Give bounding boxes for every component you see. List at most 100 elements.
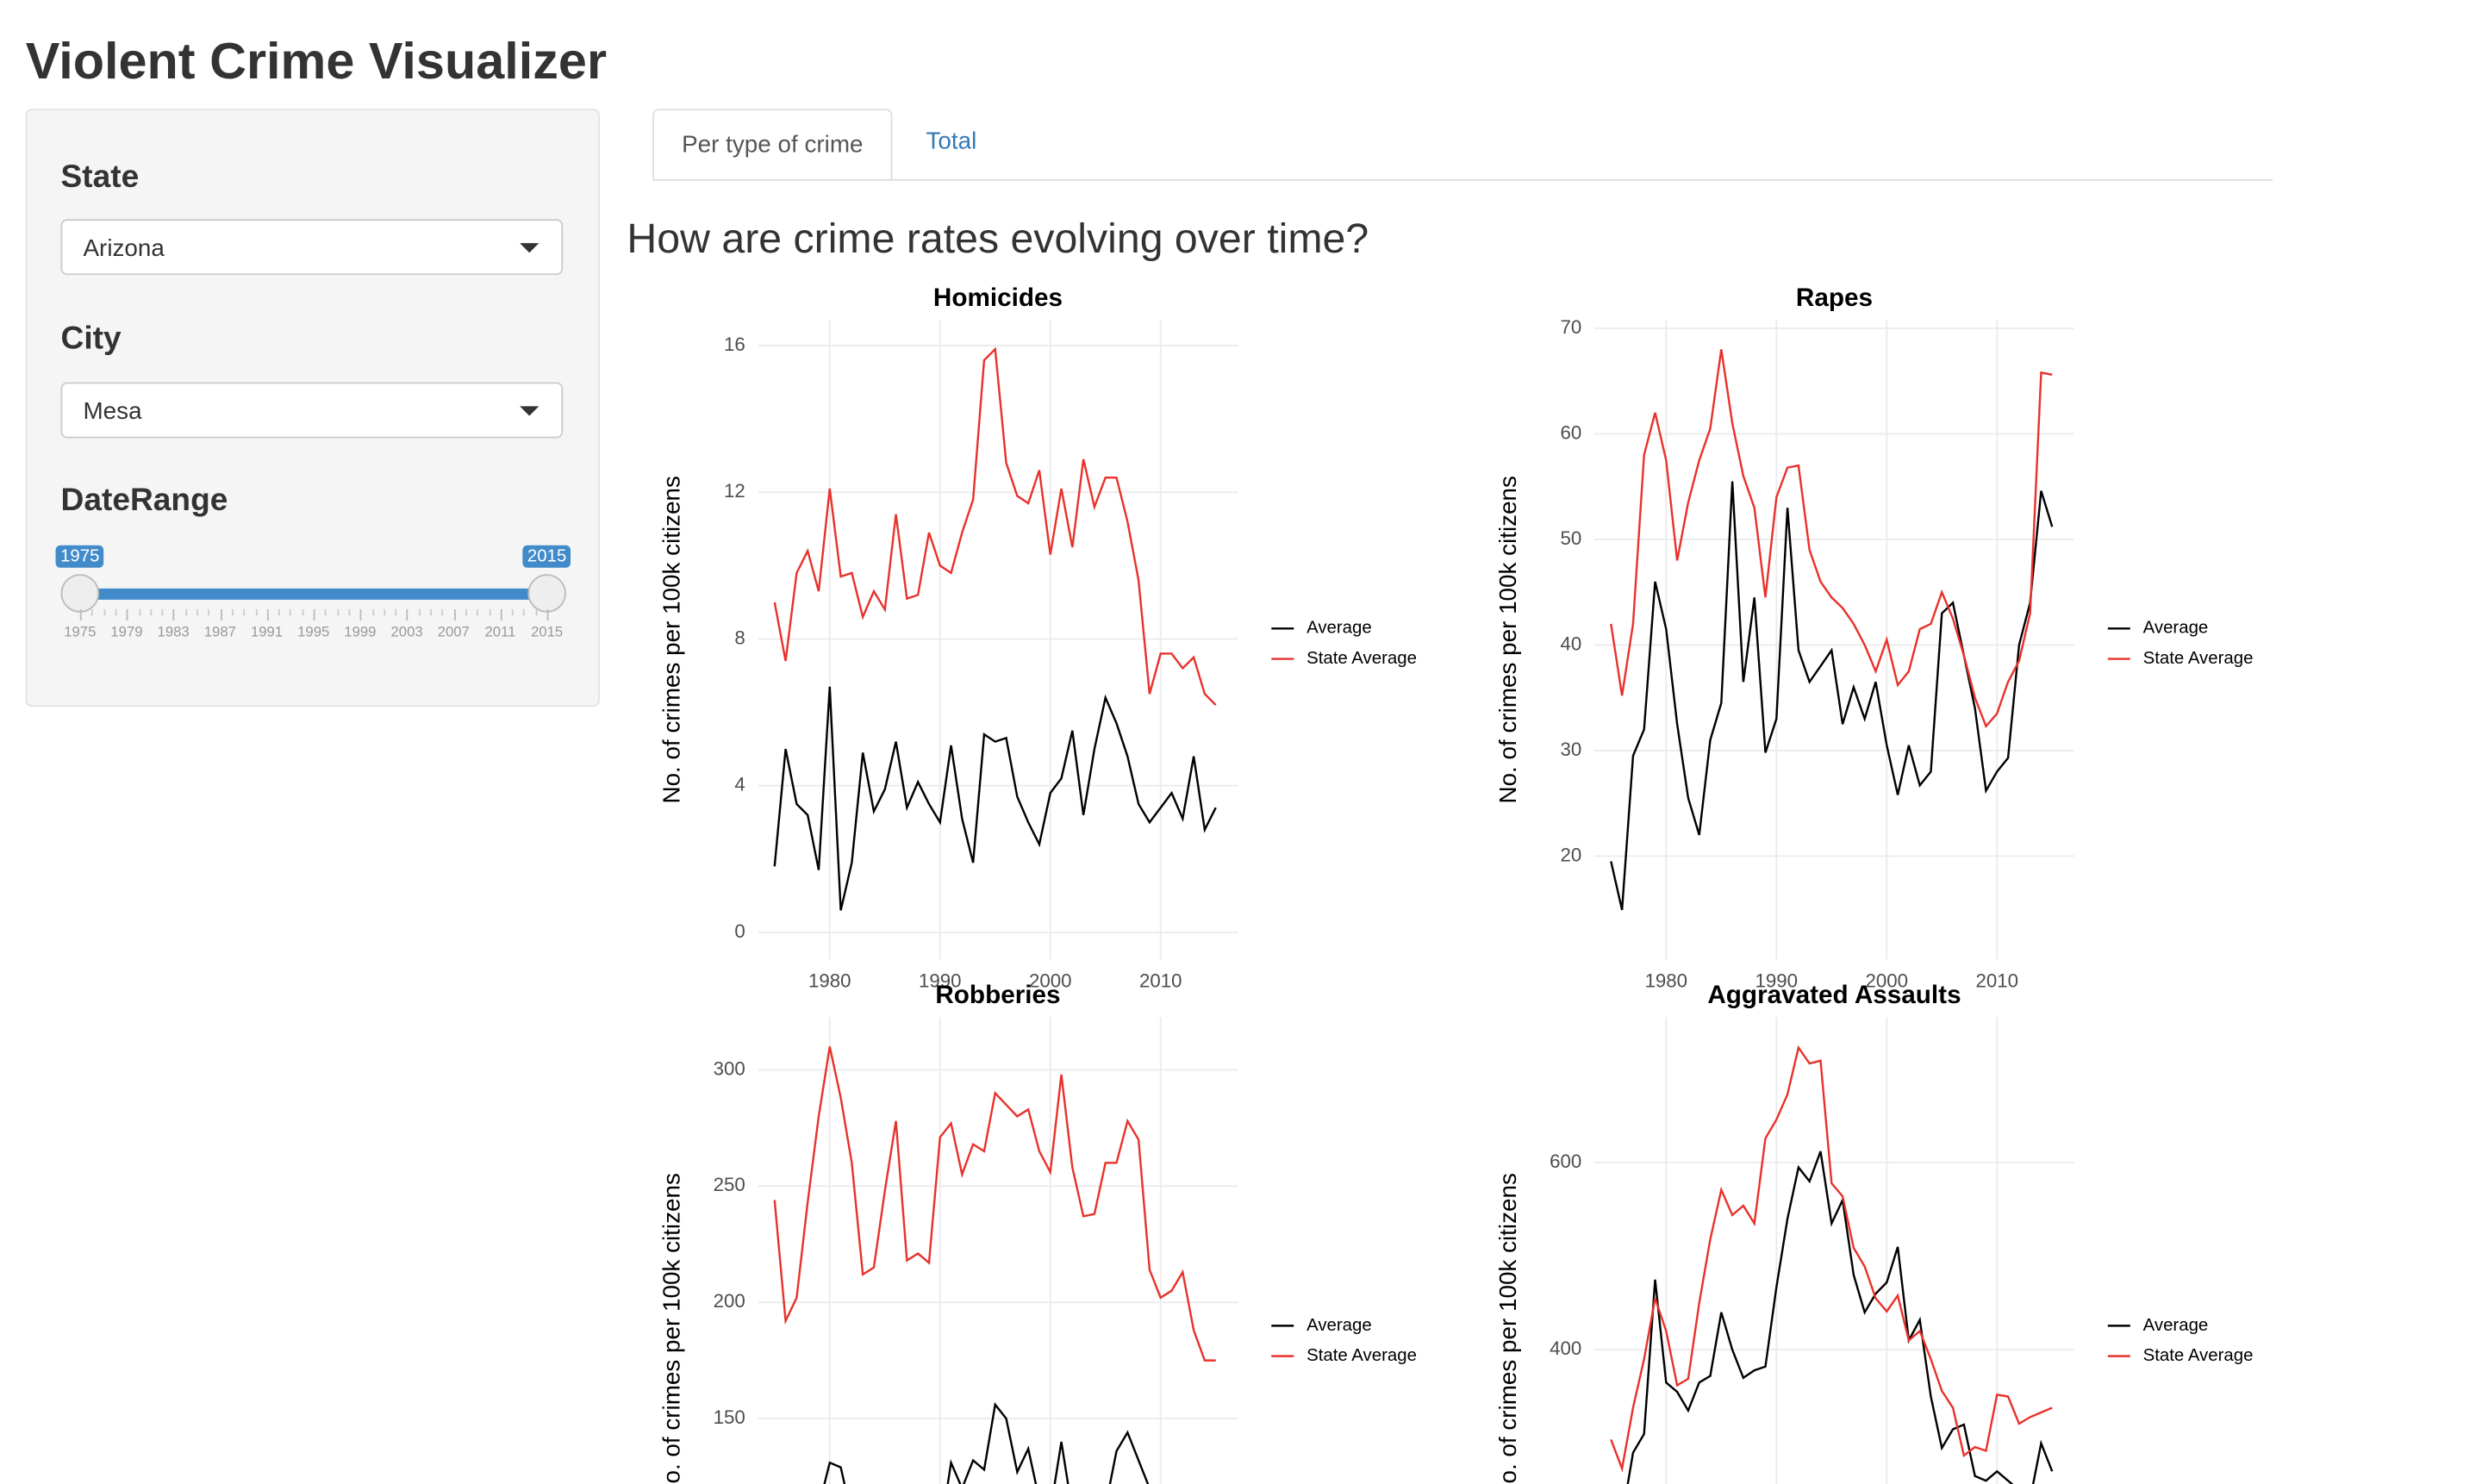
slider-tick-label: 2003 [390, 623, 423, 640]
slider-tick [359, 609, 362, 621]
x-tick-label: 2010 [1976, 970, 2019, 991]
slider-tick-label: 1987 [203, 623, 236, 640]
y-tick-label: 8 [734, 627, 745, 648]
date-label: DateRange [60, 483, 228, 519]
slider-minor-tick [336, 609, 339, 616]
slider-tick [220, 609, 222, 621]
city-select[interactable]: Mesa [60, 382, 564, 439]
y-tick-label: 400 [1550, 1337, 1581, 1359]
slider-minor-tick [278, 609, 280, 616]
slider-minor-tick [150, 609, 152, 616]
y-tick-label: 200 [714, 1290, 745, 1312]
slider-minor-tick [523, 609, 526, 616]
slider-tick [500, 609, 502, 621]
slider-minor-tick [254, 609, 257, 616]
slider-minor-tick [161, 609, 164, 616]
tab[interactable]: Total [926, 128, 977, 156]
y-tick-label: 20 [1561, 844, 1582, 865]
slider-tick-label: 1995 [297, 623, 330, 640]
slider-tick-label: 1983 [157, 623, 190, 640]
slider-minor-tick [138, 609, 140, 616]
slider-minor-tick [488, 609, 490, 616]
legend-label: State Average [2143, 1346, 2254, 1365]
slider-ticks: 1975 1979 1983 1987 1991 1995 1999 2003 2007 2011… [64, 609, 563, 648]
slider-tick-label: 2015 [531, 623, 564, 640]
y-tick-label: 4 [734, 774, 745, 795]
legend-label: State Average [1306, 649, 1417, 668]
slider-handle[interactable] [60, 574, 100, 613]
legend-label: State Average [2143, 649, 2254, 668]
slider-tick-label: 1991 [250, 623, 284, 640]
slider-minor-tick [348, 609, 351, 616]
slider-minor-tick [383, 609, 385, 616]
slider-minor-tick [371, 609, 374, 616]
slider-max: 2015 [522, 545, 571, 568]
sidebar: State Arizona City Mesa DateRange 1975 2… [25, 109, 600, 708]
state-label: State [60, 159, 140, 196]
slider-tick-label: 1979 [110, 623, 143, 640]
series-line [1626, 1150, 2054, 1484]
slider-tick-label: 1975 [64, 623, 97, 640]
series-line [1610, 1044, 2053, 1473]
slider-min: 1975 [55, 545, 105, 568]
city-label: City [60, 321, 122, 357]
slider-minor-tick [395, 609, 397, 616]
series-line [773, 686, 1217, 911]
slider-handle[interactable] [527, 574, 566, 613]
slider-minor-tick [103, 609, 105, 616]
y-tick-label: 40 [1561, 633, 1582, 654]
slider-tick [546, 609, 549, 621]
slider-minor-tick [290, 609, 292, 616]
slider-minor-tick [477, 609, 479, 616]
y-axis-label: No. of crimes per 100k citizens [1494, 476, 1521, 803]
slider-minor-tick [302, 609, 304, 616]
slider-minor-tick [441, 609, 444, 616]
y-tick-label: 0 [734, 920, 745, 942]
y-tick-label: 50 [1561, 527, 1582, 549]
state-value: Arizona [83, 234, 165, 263]
app-title: Violent Crime Visualizer [25, 32, 608, 90]
slider-tick-label: 2007 [437, 623, 470, 640]
legend-label: State Average [1306, 1346, 1417, 1365]
x-tick-label: 1990 [919, 970, 961, 991]
series-line [1610, 481, 2054, 911]
y-tick-label: 30 [1561, 739, 1582, 760]
y-tick-label: 70 [1561, 316, 1582, 338]
x-tick-label: 1990 [1755, 970, 1799, 991]
tab-line [652, 178, 2273, 181]
slider-tick [453, 609, 456, 621]
city-value: Mesa [83, 398, 142, 426]
series-line [773, 1046, 1216, 1362]
slider-tick [407, 609, 408, 621]
slider-minor-tick [231, 609, 234, 616]
slider-tick [79, 609, 82, 621]
x-tick-label: 1980 [1645, 970, 1688, 991]
series-line [773, 346, 1217, 706]
x-tick-label: 1980 [808, 970, 851, 991]
tab[interactable]: Per type of crime [652, 109, 893, 181]
slider-minor-tick [418, 609, 421, 616]
slider-minor-tick [91, 609, 94, 616]
slider-minor-tick [196, 609, 199, 616]
slider-tick-label: 2011 [484, 623, 516, 640]
state-select[interactable]: Arizona [60, 219, 564, 276]
x-tick-label: 2010 [1139, 970, 1182, 991]
slider-minor-tick [243, 609, 246, 616]
slider-tick [266, 609, 269, 621]
chart-title: Rapes [1796, 284, 1873, 312]
legend-label: Average [2143, 1316, 2209, 1335]
slider-minor-tick [115, 609, 117, 616]
x-tick-label: 2000 [1029, 970, 1072, 991]
slider-tick-label: 1999 [344, 623, 377, 640]
legend-label: Average [1306, 1316, 1372, 1335]
y-tick-label: 600 [1550, 1150, 1581, 1172]
slider-bar [79, 588, 547, 600]
y-axis-label: No. of crimes per 100k citizens [1494, 1173, 1521, 1484]
series-line [823, 1401, 1150, 1484]
slider-minor-tick [184, 609, 187, 616]
chart-title: Homicides [933, 284, 1063, 312]
y-axis-label: No. of crimes per 100k citizens [658, 476, 685, 803]
